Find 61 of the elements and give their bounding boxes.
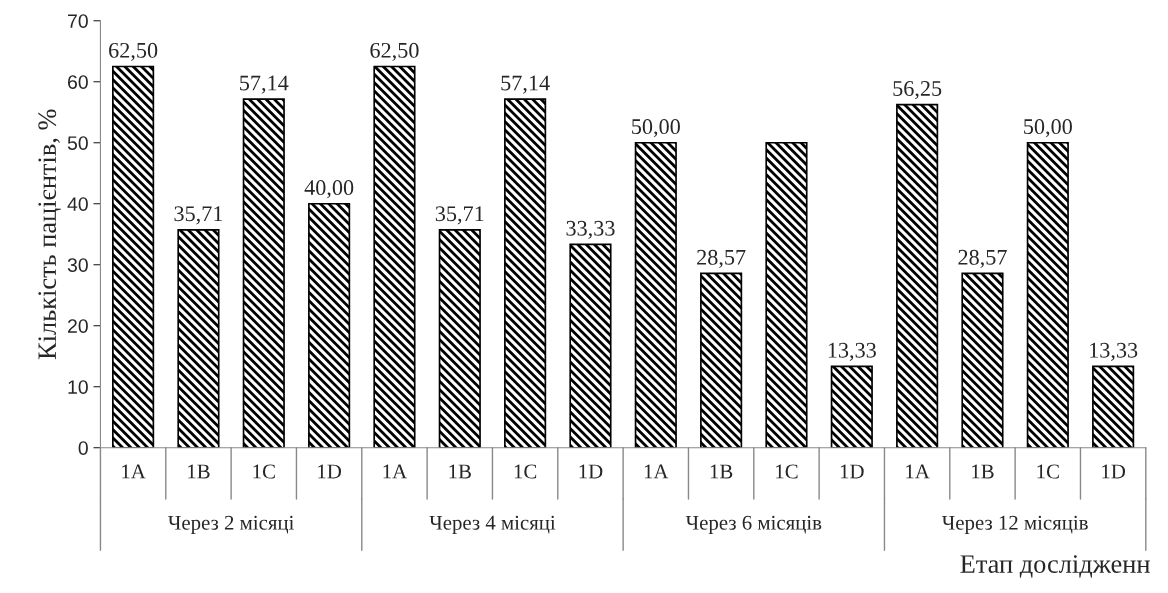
x-tick-label: 1C xyxy=(514,464,537,479)
x-tick-label: 1C xyxy=(776,464,798,479)
data-label: 57,14 xyxy=(240,75,289,94)
bar xyxy=(308,202,351,448)
x-tick-label: 1C xyxy=(253,464,275,479)
text: Через 6 місяців xyxy=(685,515,822,535)
data-label: 56,25 xyxy=(893,81,942,100)
x-tick-label: 1D xyxy=(1102,464,1126,479)
y-tick-label: 40 xyxy=(67,197,88,211)
y-tick-label: 10 xyxy=(68,380,88,394)
data-label: 13,33 xyxy=(1090,342,1138,361)
data-label: 62,50 xyxy=(370,42,419,62)
bar xyxy=(177,229,220,448)
bar xyxy=(830,365,873,448)
x-tick-label: 1D xyxy=(318,464,342,479)
bar xyxy=(896,103,939,448)
x-tick-label: 1B xyxy=(449,464,471,479)
text: Через 2 місяці xyxy=(168,515,294,535)
bar xyxy=(242,98,285,448)
x-tick-label: 1D xyxy=(579,464,603,479)
y-tick-label: 20 xyxy=(67,319,88,333)
y-tick-label: 0 xyxy=(78,441,88,455)
y-axis-title: Кількість пацієнтів, % xyxy=(38,109,61,360)
y-tick-label: 50 xyxy=(67,136,88,150)
y-tick-label: 60 xyxy=(68,75,88,89)
y-tick-label: 70 xyxy=(68,14,88,28)
x-tick-label: 1A xyxy=(644,464,669,479)
x-axis-title: Етап дослідженн xyxy=(960,555,1150,578)
data-label: 57,14 xyxy=(501,75,550,94)
x-tick-label: 1B xyxy=(710,464,733,479)
data-label: 35,71 xyxy=(435,206,484,225)
data-label: 13,33 xyxy=(828,342,876,361)
data-label: 28,57 xyxy=(697,249,746,268)
bar xyxy=(504,98,547,448)
data-label: 28,57 xyxy=(958,249,1007,268)
bar xyxy=(1026,141,1069,448)
bar xyxy=(112,65,155,448)
bar xyxy=(569,243,612,448)
bar xyxy=(961,272,1004,448)
x-tick-label: 1B xyxy=(188,464,210,479)
data-label: 62,50 xyxy=(109,42,158,62)
data-label: 50,00 xyxy=(1024,119,1072,138)
y-tick-label: 30 xyxy=(67,258,88,272)
text: Через 4 місяці xyxy=(429,515,556,535)
data-label: 35,71 xyxy=(174,206,223,225)
data-label: 50,00 xyxy=(632,119,680,138)
x-tick-label: 1B xyxy=(972,464,994,479)
data-label: 40,00 xyxy=(304,180,354,199)
x-tick-label: 1C xyxy=(1037,464,1059,479)
bar xyxy=(438,229,481,448)
bar xyxy=(373,65,416,448)
bar xyxy=(1092,365,1135,448)
bar xyxy=(765,141,808,448)
bar xyxy=(700,272,743,448)
x-tick-label: 1D xyxy=(840,464,864,479)
bar xyxy=(634,141,677,448)
x-tick-label: 1A xyxy=(383,464,408,479)
x-tick-label: 1A xyxy=(906,464,930,479)
x-tick-label: 1A xyxy=(122,464,146,479)
text: Через 12 місяців xyxy=(941,515,1088,535)
data-label: 33,33 xyxy=(566,220,615,239)
